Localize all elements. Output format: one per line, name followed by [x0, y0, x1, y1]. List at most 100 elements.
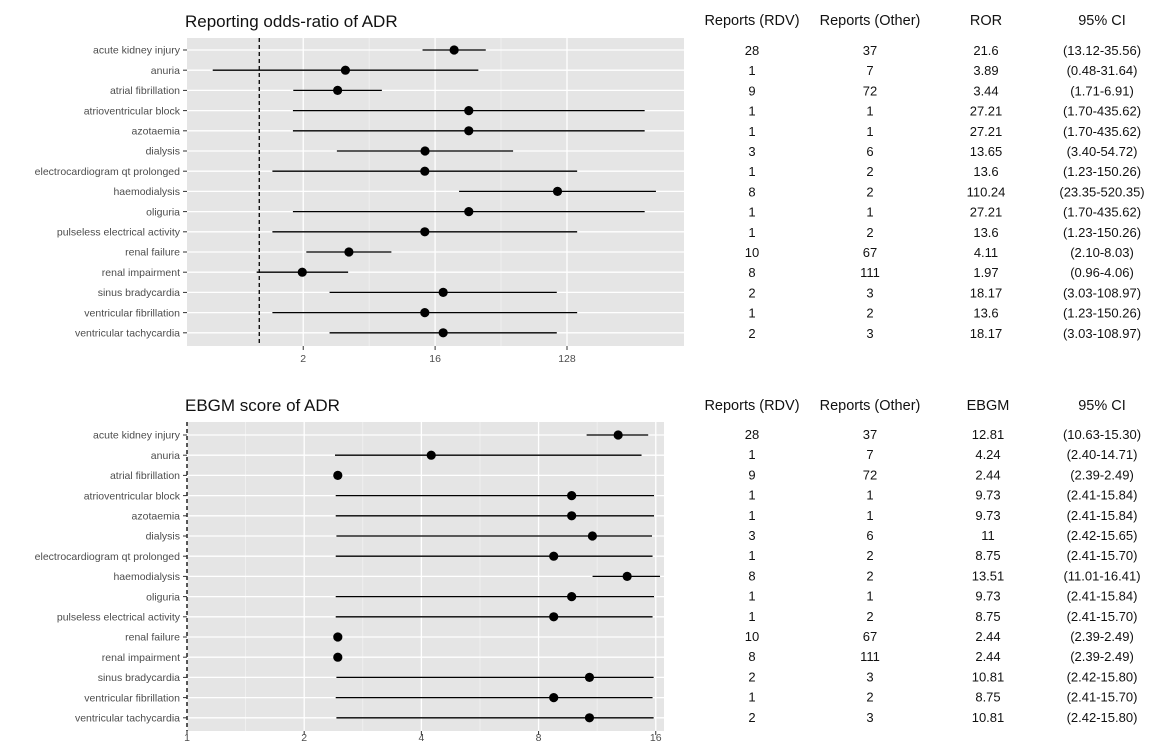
ror-header-ci: 95% CI — [1078, 13, 1126, 29]
ebgm-header-reports-other: Reports (Other) — [820, 398, 921, 414]
table-cell: 8.75 — [975, 548, 1000, 563]
estimate-point — [420, 308, 430, 318]
estimate-point — [333, 470, 343, 480]
ebgm-category-labels: acute kidney injury anuria atrial fibrilla… — [35, 430, 187, 725]
table-cell: (2.41-15.70) — [1067, 609, 1138, 624]
table-cell: (2.10-8.03) — [1070, 245, 1134, 260]
table-cell: 110.24 — [967, 184, 1006, 199]
table-cell: (2.41-15.70) — [1067, 548, 1138, 563]
estimate-point — [587, 531, 598, 541]
x-tick-label: 16 — [650, 732, 662, 744]
category-label: renal failure — [125, 632, 180, 644]
table-cell: 1.97 — [973, 265, 998, 280]
category-label: anuria — [151, 450, 180, 462]
table-cell: 1 — [748, 205, 755, 220]
category-label: ventricular tachycardia — [75, 328, 180, 340]
ror-header-reports-other: Reports (Other) — [820, 13, 921, 29]
table-cell: 111 — [860, 649, 880, 664]
table-cell: 37 — [863, 43, 877, 58]
estimate-point — [567, 511, 577, 521]
table-cell: 1 — [866, 104, 873, 119]
table-cell: 2 — [748, 326, 755, 341]
table-cell: 1 — [748, 690, 755, 705]
x-tick-label: 8 — [536, 732, 542, 744]
table-cell: 3 — [866, 669, 873, 684]
table-cell: 10.81 — [972, 669, 1005, 684]
table-cell: 10 — [745, 629, 759, 644]
category-label: ventricular tachycardia — [75, 713, 180, 725]
table-cell: 11 — [981, 528, 995, 543]
table-cell: 13.6 — [973, 306, 998, 321]
table-cell: 2 — [866, 164, 873, 179]
ror-category-labels: acute kidney injury anuria atrial fibrilla… — [35, 45, 187, 340]
estimate-point — [333, 85, 343, 95]
category-label: dialysis — [146, 146, 180, 158]
table-cell: (13.12-35.56) — [1063, 43, 1141, 58]
table-cell: 1 — [748, 589, 755, 604]
table-cell: (2.41-15.84) — [1067, 488, 1138, 503]
estimate-point — [567, 592, 577, 602]
category-label: oliguria — [146, 591, 180, 603]
table-cell: 6 — [866, 528, 873, 543]
table-cell: 13.6 — [973, 225, 998, 240]
estimate-point — [549, 612, 559, 622]
table-cell: 8 — [748, 568, 755, 583]
table-cell: 9 — [748, 467, 755, 482]
table-cell: 21.6 — [973, 43, 998, 58]
table-cell: (2.42-15.65) — [1067, 528, 1138, 543]
ror-forest-panel: Reporting odds-ratio of ADR acute kidney… — [35, 12, 1145, 365]
estimate-point — [438, 328, 448, 338]
ror-header-ror: ROR — [970, 13, 1002, 29]
table-cell: (3.03-108.97) — [1063, 326, 1141, 341]
ebgm-marks — [333, 430, 661, 723]
table-cell: 27.21 — [970, 124, 1003, 139]
table-cell: 3 — [748, 144, 755, 159]
table-cell: 1 — [866, 589, 873, 604]
estimate-point — [613, 430, 623, 440]
table-cell: 12.81 — [972, 427, 1005, 442]
table-cell: 1 — [748, 124, 755, 139]
category-label: electrocardiogram qt prolonged — [35, 166, 180, 178]
table-cell: 72 — [863, 83, 877, 98]
table-cell: (2.41-15.84) — [1067, 589, 1138, 604]
category-label: atrial fibrillation — [110, 470, 180, 482]
table-cell: 28 — [745, 43, 759, 58]
category-label: oliguria — [146, 206, 180, 218]
ebgm-table-headers: Reports (RDV) Reports (Other) EBGM 95% C… — [704, 398, 1125, 414]
category-label: haemodialysis — [113, 186, 180, 198]
table-cell: (1.23-150.26) — [1063, 164, 1141, 179]
ror-header-reports-rdv: Reports (RDV) — [704, 13, 799, 29]
table-cell: (2.39-2.49) — [1070, 467, 1134, 482]
table-cell: 10.81 — [972, 710, 1005, 725]
table-cell: 9.73 — [975, 488, 1000, 503]
table-cell: (0.96-4.06) — [1070, 265, 1134, 280]
table-cell: 2 — [866, 306, 873, 321]
estimate-point — [344, 247, 354, 257]
table-cell: 1 — [866, 508, 873, 523]
ebgm-forest-panel: EBGM score of ADR acute kidney injury anu… — [35, 396, 1141, 744]
category-label: atrioventricular block — [84, 105, 181, 117]
table-cell: 2 — [866, 225, 873, 240]
estimate-point — [426, 450, 436, 460]
table-cell: 28 — [745, 427, 759, 442]
category-label: electrocardiogram qt prolonged — [35, 551, 180, 563]
estimate-point — [333, 652, 343, 662]
table-cell: (23.35-520.35) — [1059, 184, 1144, 199]
estimate-point — [549, 693, 559, 703]
estimate-point — [584, 672, 595, 683]
table-cell: 2 — [866, 690, 873, 705]
table-cell: 2.44 — [975, 649, 1000, 664]
table-cell: (2.42-15.80) — [1067, 669, 1138, 684]
estimate-point — [464, 126, 474, 136]
x-tick-label: 2 — [300, 353, 306, 365]
category-label: dialysis — [146, 531, 180, 543]
table-cell: (2.39-2.49) — [1070, 649, 1134, 664]
table-cell: 2 — [866, 184, 873, 199]
table-cell: 13.65 — [970, 144, 1003, 159]
table-cell: (10.63-15.30) — [1063, 427, 1141, 442]
table-cell: 3.89 — [973, 63, 998, 78]
category-label: haemodialysis — [113, 571, 180, 583]
table-cell: 3 — [748, 528, 755, 543]
table-cell: 1 — [748, 609, 755, 624]
